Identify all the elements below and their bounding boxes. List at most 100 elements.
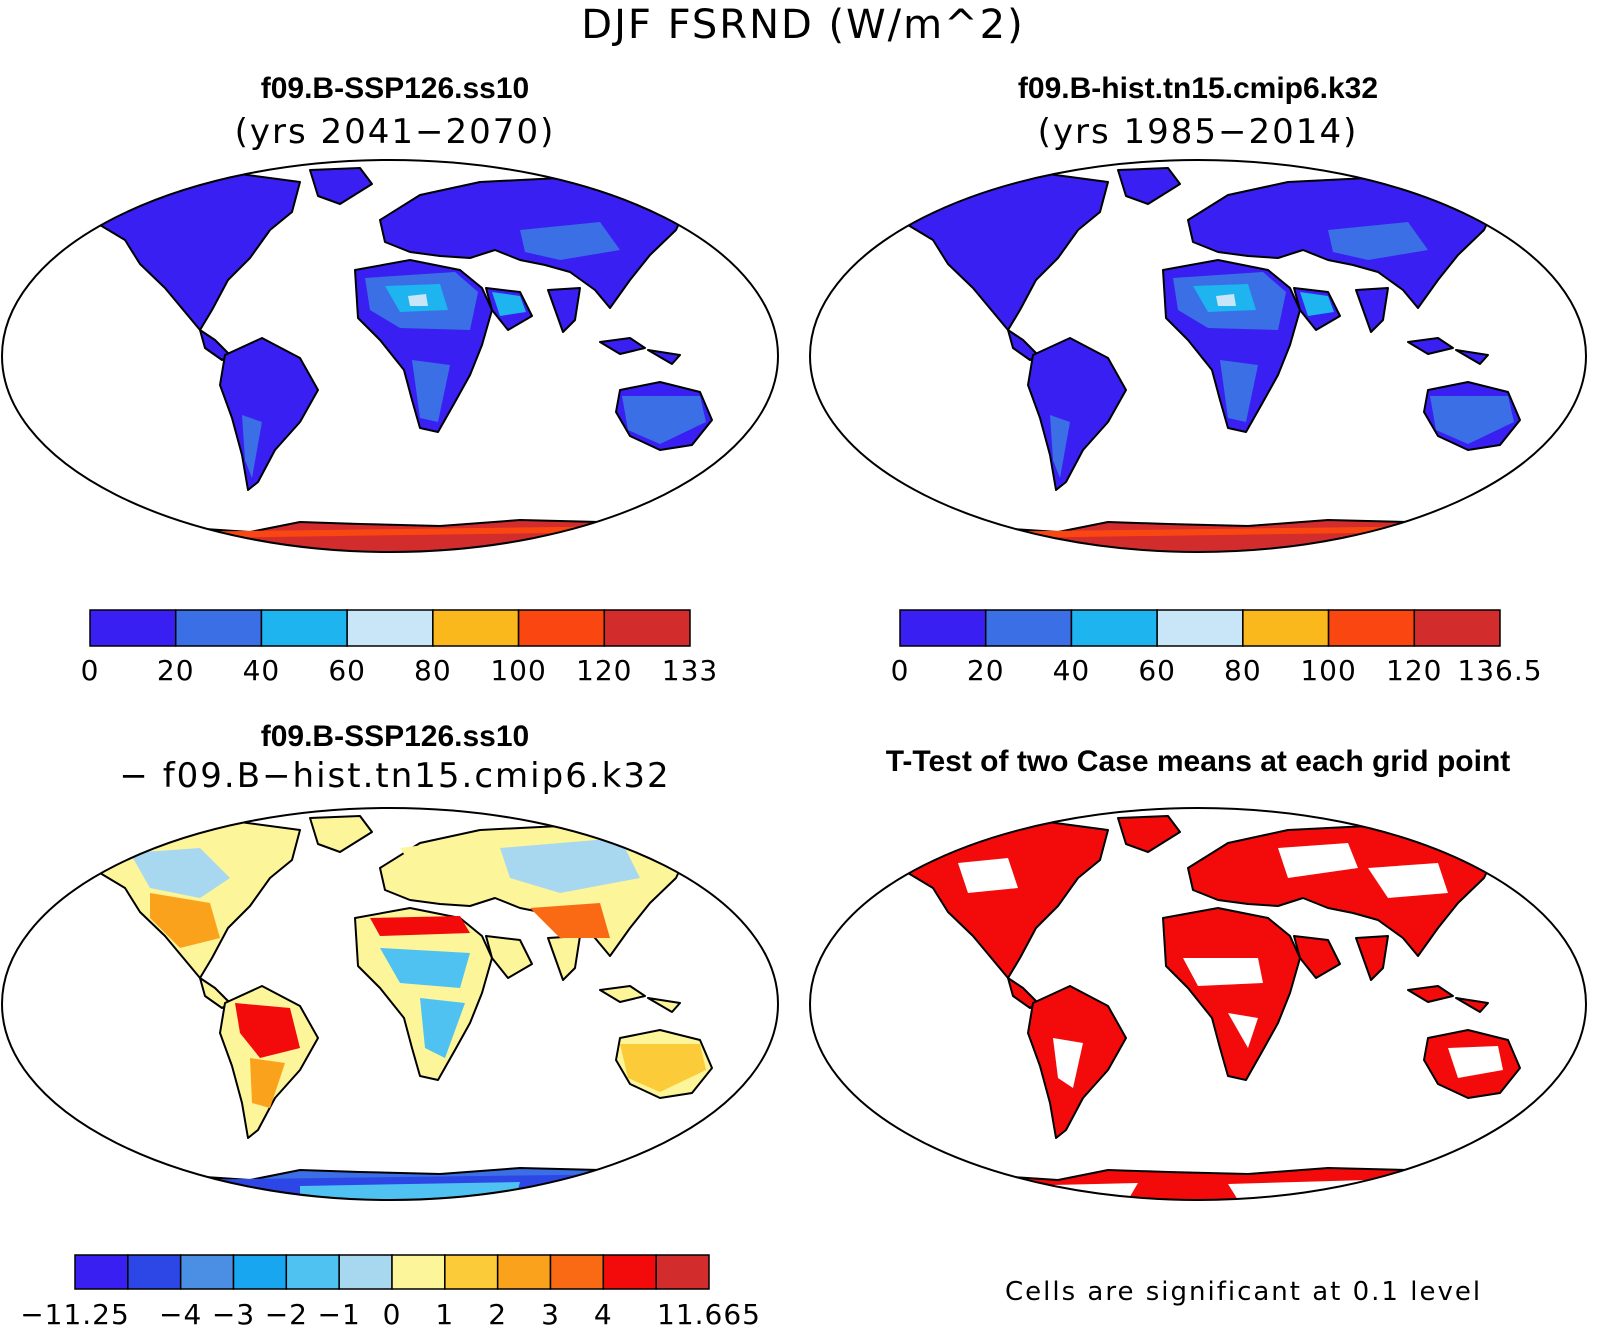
region-arabia <box>492 292 526 316</box>
region-southern-africa <box>1220 360 1258 422</box>
colorbar-swatch <box>260 609 348 647</box>
colorbar-diff <box>74 1254 710 1290</box>
colorbar-tick-label: 100 <box>1300 654 1357 687</box>
region-patagonia <box>1050 415 1070 478</box>
diff-region <box>380 948 470 988</box>
diff-region <box>370 916 470 936</box>
landmass-indonesia <box>1407 337 1489 365</box>
landmass-africa <box>1162 907 1301 1081</box>
colorbar-tick-label: 40 <box>1052 654 1091 687</box>
colorbar-swatch <box>1242 609 1330 647</box>
nonsignificant-region <box>1278 843 1358 878</box>
colorbar-swatch <box>899 609 987 647</box>
diff-region <box>400 838 500 878</box>
colorbar-control <box>899 609 1501 647</box>
panel-case-title: f09.B-SSP126.ss10 <box>260 72 530 105</box>
panel-case-subtitle: (yrs 2041−2070) <box>234 112 556 152</box>
landmass-greenland <box>1117 815 1181 853</box>
colorbar-tick-label: 80 <box>414 654 452 687</box>
colorbar-control-labels: 0 20 40 60 80 100 120 136.5 <box>891 654 1542 694</box>
diff-region <box>250 1058 285 1108</box>
landmass-arabia <box>485 935 533 979</box>
colorbar-swatch <box>517 609 606 647</box>
colorbar-swatch <box>549 1254 605 1290</box>
map-border <box>1 807 779 1201</box>
diff-region <box>620 1044 706 1092</box>
colorbar-tick-label: 4 <box>593 1298 613 1331</box>
colorbar-swatch <box>602 1254 657 1290</box>
region-southern-africa <box>412 360 450 422</box>
panel-control-title: f09.B-hist.tn15.cmip6.k32 <box>1017 72 1379 105</box>
map-border <box>809 807 1587 1201</box>
colorbar-swatch <box>1413 609 1501 647</box>
colorbar-tick-label: 11.665 <box>657 1298 761 1331</box>
colorbar-swatch <box>179 1254 235 1290</box>
colorbar-tick-label: 120 <box>576 654 633 687</box>
region-arabia <box>1300 292 1334 316</box>
map-layer <box>902 167 1521 552</box>
significance-note: Cells are significant at 0.1 level <box>1005 1277 1483 1307</box>
nonsignificant-region <box>998 1183 1138 1200</box>
colorbar-tick-label: 133 <box>661 654 719 687</box>
colorbar-swatch <box>444 1254 499 1290</box>
colorbar-swatch <box>174 609 263 647</box>
landmass-india <box>1355 935 1389 981</box>
landmass-northAmerica <box>902 173 1109 331</box>
panel-ttest-title: T-Test of two Case means at each grid po… <box>885 745 1511 778</box>
colorbar-swatch <box>655 1254 710 1290</box>
region-sahara-peak <box>408 294 428 306</box>
colorbar-swatch <box>1156 609 1244 647</box>
colorbar-swatch <box>338 1254 393 1290</box>
colorbar-swatch <box>285 1254 340 1290</box>
map-diff <box>1 807 779 1201</box>
landmass-northAmerica <box>94 173 301 331</box>
colorbar-swatch <box>432 609 520 647</box>
colorbar-tick-label: 40 <box>242 654 281 687</box>
nonsignificant-region <box>958 858 1018 893</box>
figure-title: DJF FSRND (W/m^2) <box>581 2 1025 48</box>
colorbar-swatch <box>603 609 691 647</box>
landmass-indonesia <box>1407 985 1489 1013</box>
colorbar-swatch <box>232 1254 288 1290</box>
diff-region <box>235 1003 300 1058</box>
colorbar-swatch <box>496 1254 552 1290</box>
diff-region <box>500 838 640 893</box>
region-antarctic-edge <box>953 536 1018 552</box>
landmass-northAmerica <box>902 821 1109 979</box>
colorbar-tick-label: 0 <box>890 654 910 687</box>
colorbar-diff-labels: −11.25 −4 −3 −2 −1 0 1 2 3 4 11.665 <box>20 1298 760 1331</box>
colorbar-tick-label: 20 <box>966 654 1005 687</box>
diff-region <box>420 998 465 1058</box>
map-border <box>809 159 1587 553</box>
nonsignificant-region <box>1368 863 1448 898</box>
landmass-indonesia <box>599 337 681 365</box>
landmass-india <box>1355 287 1389 333</box>
colorbar-tick-label: 136.5 <box>1457 654 1543 687</box>
diff-region <box>150 893 220 948</box>
nonsignificant-region <box>1183 958 1263 986</box>
map-case <box>1 159 779 553</box>
map-control <box>809 159 1587 553</box>
colorbar-case-labels: 0 20 40 60 80 100 120 133 <box>81 654 718 694</box>
colorbar-case <box>89 609 691 647</box>
colorbar-tick-label: 60 <box>1138 654 1176 687</box>
colorbar-swatch <box>346 609 434 647</box>
landmass-indonesia <box>599 985 681 1013</box>
colorbar-swatch <box>74 1254 129 1290</box>
colorbar-swatch <box>127 1254 182 1290</box>
colorbar-tick-label: 100 <box>490 654 547 687</box>
map-layer <box>902 815 1521 1200</box>
colorbar-swatch <box>1070 609 1158 647</box>
colorbar-swatch <box>1327 609 1416 647</box>
landmass-greenland <box>1117 167 1181 205</box>
colorbar-swatch <box>89 609 177 647</box>
colorbar-tick-label: 60 <box>328 654 366 687</box>
region-sahara-peak <box>1216 294 1236 306</box>
panel-diff-title: f09.B-SSP126.ss10 <box>260 720 530 753</box>
nonsignificant-region <box>1053 1038 1083 1088</box>
colorbar-swatch <box>984 609 1073 647</box>
panel-diff-subtitle: − f09.B−hist.tn15.cmip6.k32 <box>119 756 671 796</box>
nonsignificant-region <box>1448 1046 1503 1078</box>
colorbar-tick-label: 20 <box>156 654 195 687</box>
region-central-asia <box>1328 222 1428 260</box>
